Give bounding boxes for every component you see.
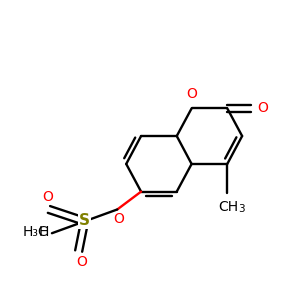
Text: O: O — [113, 212, 124, 226]
Text: O: O — [42, 190, 53, 204]
Text: H₃C: H₃C — [22, 225, 48, 239]
Text: S: S — [79, 213, 90, 228]
Text: O: O — [186, 87, 197, 101]
Text: 3: 3 — [238, 204, 245, 214]
Text: O: O — [76, 255, 87, 268]
Text: H: H — [39, 225, 49, 239]
Text: CH: CH — [219, 200, 239, 214]
Text: O: O — [257, 101, 268, 116]
